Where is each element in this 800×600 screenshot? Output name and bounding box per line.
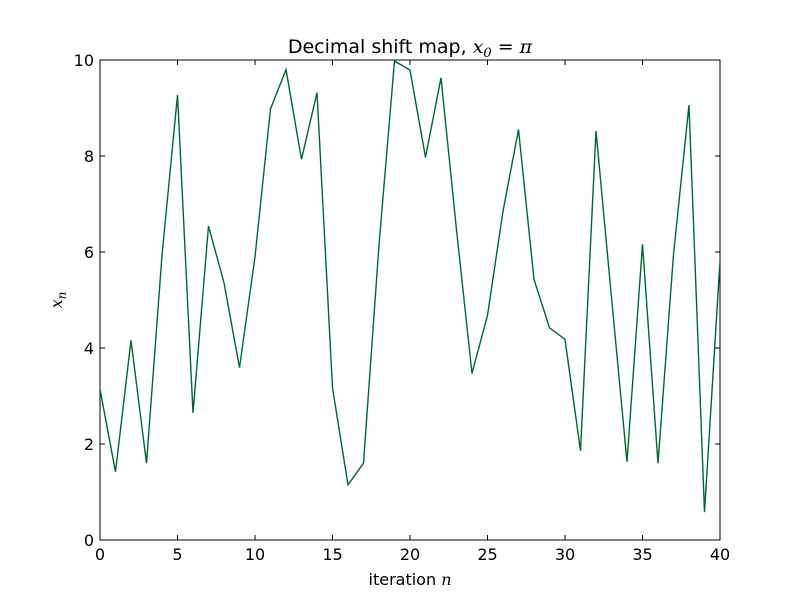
- x-axis-label-math: n: [441, 570, 451, 589]
- x-tick-label: 30: [555, 545, 575, 564]
- x-tick-label: 20: [400, 545, 420, 564]
- x-tick-label: 10: [245, 545, 265, 564]
- x-axis-ticks: 0 5 10 15 20 25 30 35 40: [95, 60, 730, 564]
- y-tick-label: 0: [84, 531, 94, 550]
- series-line: [100, 59, 720, 513]
- x-tick-label: 40: [710, 545, 730, 564]
- chart-title-math-rest: = π: [492, 36, 533, 58]
- x-tick-label: 0: [95, 545, 105, 564]
- x-axis-label-text: iteration: [369, 570, 442, 589]
- plot-area: 0 5 10 15 20 25 30 35 40 0 2 4 6 8 10: [74, 51, 731, 564]
- y-tick-label: 4: [84, 339, 94, 358]
- x-tick-label: 5: [172, 545, 182, 564]
- x-tick-label: 15: [322, 545, 342, 564]
- chart-title-math-subscript: 0: [483, 46, 491, 61]
- y-tick-label: 2: [84, 435, 94, 454]
- x-axis-label: iteration n: [369, 570, 452, 589]
- y-tick-label: 8: [84, 147, 94, 166]
- y-axis-ticks: 0 2 4 6 8 10: [74, 51, 720, 550]
- y-axis-label-subscript: n: [55, 292, 69, 300]
- y-tick-label: 6: [84, 243, 94, 262]
- chart-title: Decimal shift map, x0 = π: [288, 36, 533, 61]
- chart-title-math: x: [473, 36, 484, 58]
- chart-title-text: Decimal shift map,: [288, 36, 473, 58]
- y-axis-label-math: x: [47, 299, 66, 308]
- x-tick-label: 35: [632, 545, 652, 564]
- y-axis-label: xn: [47, 292, 69, 309]
- y-tick-label: 10: [74, 51, 94, 70]
- x-tick-label: 25: [477, 545, 497, 564]
